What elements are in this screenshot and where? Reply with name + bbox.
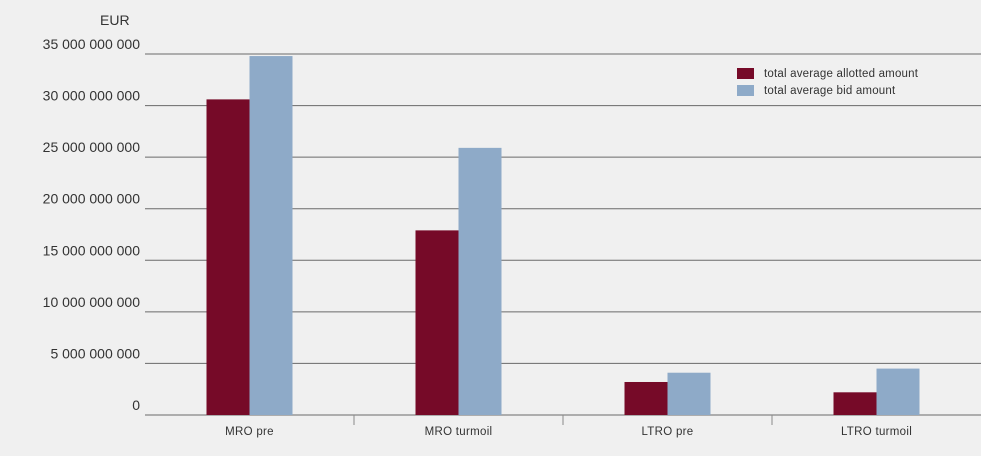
y-tick-label: 30 000 000 000	[43, 88, 141, 104]
x-tick-label: LTRO pre	[641, 426, 693, 438]
bar	[415, 230, 459, 415]
legend-swatch	[737, 85, 754, 96]
y-tick-label: 10 000 000 000	[43, 294, 141, 310]
bar	[458, 147, 502, 416]
bar	[876, 368, 920, 415]
y-tick-label: 35 000 000 000	[43, 36, 141, 52]
legend-swatch	[737, 68, 754, 79]
y-axis-unit-label: EUR	[100, 12, 130, 28]
bar	[667, 372, 711, 415]
bar	[206, 99, 250, 415]
y-axis-tick-labels: 0 5 000 000 000 10 000 000 000 15 000 000 0…	[43, 36, 141, 413]
x-axis: MRO pre MRO turmoil LTRO pre LTRO turmoil	[225, 415, 912, 438]
legend: total average allotted amount total avera…	[737, 68, 919, 97]
bar	[833, 392, 877, 415]
y-tick-label: 0	[132, 397, 140, 413]
x-tick-label: MRO turmoil	[425, 426, 493, 438]
bar	[249, 56, 293, 415]
x-tick-label: LTRO turmoil	[841, 426, 912, 438]
y-tick-label: 5 000 000 000	[50, 345, 140, 361]
legend-label: total average allotted amount	[764, 68, 919, 80]
legend-label: total average bid amount	[764, 85, 896, 97]
bars	[206, 56, 920, 416]
y-tick-label: 25 000 000 000	[43, 139, 141, 155]
y-tick-label: 20 000 000 000	[43, 191, 141, 207]
x-tick-label: MRO pre	[225, 426, 274, 438]
y-tick-label: 15 000 000 000	[43, 242, 141, 258]
bar	[624, 381, 668, 415]
